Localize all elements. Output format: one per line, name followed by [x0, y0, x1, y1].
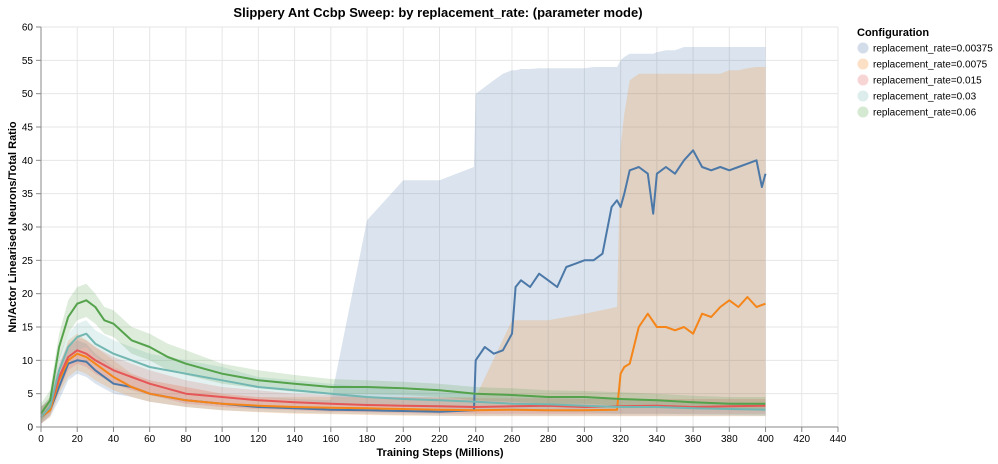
x-tick-label: 320	[612, 434, 629, 445]
x-tick-label: 220	[431, 434, 448, 445]
x-tick-label: 140	[286, 434, 303, 445]
x-tick-label: 300	[576, 434, 593, 445]
legend-swatch	[857, 74, 869, 86]
series-line-3	[40, 332, 766, 418]
y-tick-label: 45	[22, 123, 34, 134]
band-layer	[41, 47, 766, 424]
x-tick-label: 120	[250, 434, 267, 445]
x-tick-label: 420	[793, 434, 810, 445]
x-tick-label: 20	[72, 434, 84, 445]
x-tick-label: 180	[359, 434, 376, 445]
x-tick-label: 340	[649, 434, 666, 445]
series-band-2	[41, 337, 766, 424]
x-axis-title: Training Steps (Millions)	[376, 447, 503, 459]
y-tick-label: 5	[27, 389, 33, 400]
y-tick-label: 60	[22, 23, 34, 34]
legend-label: replacement_rate=0.00375	[873, 44, 993, 55]
legend-label: replacement_rate=0.015	[873, 76, 982, 87]
legend-swatch	[857, 58, 869, 70]
y-axis-title: Nn/Actor Linearised Neurons/Total Ratio	[7, 121, 19, 333]
legend: Configuration replacement_rate=0.00375re…	[857, 27, 993, 119]
y-tick-label: 40	[22, 156, 34, 167]
series-line-4	[40, 299, 766, 415]
y-tick-label: 25	[22, 256, 34, 267]
series-band-1	[41, 67, 766, 424]
series-band-3	[41, 320, 766, 424]
x-tick-label: 200	[395, 434, 412, 445]
x-tick-label: 100	[214, 434, 231, 445]
legend-swatch	[857, 106, 869, 118]
series-line-1	[40, 296, 766, 418]
line-layer	[40, 149, 767, 418]
chart-title: Slippery Ant Ccbp Sweep: by replacement_…	[233, 5, 642, 20]
y-tick-label: 30	[22, 223, 34, 234]
y-tick-label: 55	[22, 56, 34, 67]
grid-layer	[40, 26, 839, 428]
legend-label: replacement_rate=0.03	[873, 92, 977, 103]
x-tick-label: 260	[504, 434, 521, 445]
y-tick-label: 35	[22, 189, 34, 200]
legend-label: replacement_rate=0.06	[873, 108, 977, 119]
y-tick-label: 10	[22, 356, 34, 367]
x-tick-label: 280	[540, 434, 557, 445]
x-tick-label: 80	[180, 434, 192, 445]
y-tick-label: 0	[27, 423, 33, 434]
y-tick-label: 50	[22, 89, 34, 100]
x-tick-label: 60	[144, 434, 156, 445]
legend-swatch	[857, 90, 869, 102]
legend-title: Configuration	[857, 27, 929, 39]
x-tick-label: 380	[721, 434, 738, 445]
legend-swatch	[857, 42, 869, 54]
y-tick-label: 15	[22, 323, 34, 334]
y-tick-label: 20	[22, 289, 34, 300]
x-tick-label: 440	[830, 434, 847, 445]
x-tick-label: 400	[757, 434, 774, 445]
x-tick-label: 360	[685, 434, 702, 445]
x-tick-label: 40	[108, 434, 120, 445]
legend-label: replacement_rate=0.0075	[873, 60, 988, 71]
x-tick-label: 0	[38, 434, 44, 445]
x-tick-label: 240	[467, 434, 484, 445]
series-band-0	[41, 47, 766, 424]
x-tick-label: 160	[322, 434, 339, 445]
axis-layer: 0 20 40 60 80 100 120 140 160 180 200 220 240 260 280 3…	[22, 23, 847, 446]
